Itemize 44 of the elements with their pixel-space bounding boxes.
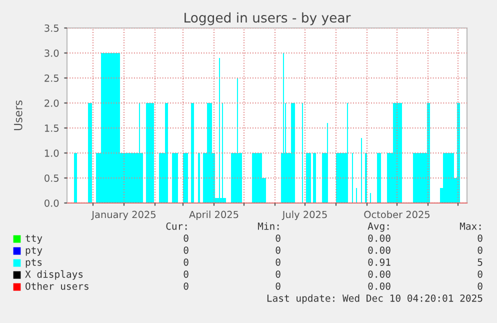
text: Max:: [460, 222, 481, 230]
y-tick-label: 2.0: [44, 99, 59, 107]
y-tick-label: 0.5: [44, 174, 59, 182]
text: Avg:: [368, 222, 389, 232]
y-tick-label: 2.5: [44, 74, 59, 82]
text: 0: [276, 234, 280, 242]
x-tick-label: July 2025: [282, 210, 327, 220]
text: 0: [276, 258, 280, 266]
chart-title: Logged in users - by year: [184, 12, 351, 26]
legend-label: pty: [26, 246, 42, 256]
text: 0.91: [368, 258, 390, 266]
x-tick-label: October 2025: [364, 210, 430, 218]
text: 0: [478, 282, 482, 290]
text: 0: [478, 246, 482, 254]
legend-label: tty: [26, 234, 42, 244]
text: 0.00: [368, 270, 390, 278]
legend-label: X displays: [25, 270, 83, 280]
y-tick-label: 0.0: [44, 199, 59, 207]
text: 0.00: [368, 246, 390, 254]
y-axis-title: Users: [14, 100, 22, 130]
x-tick-label: January 2025: [91, 210, 156, 220]
y-tick-label: 3.0: [44, 49, 59, 57]
y-tick-label: 1.5: [44, 124, 59, 132]
text: 0: [276, 282, 280, 290]
legend-label: Other users: [26, 282, 88, 290]
text: 0: [184, 258, 188, 266]
text: 0: [276, 270, 280, 278]
text: 0: [184, 270, 188, 278]
text: 0.00: [368, 282, 390, 290]
text: 0: [276, 246, 280, 254]
text: 0: [184, 234, 188, 242]
text: 0.00: [368, 234, 390, 242]
text: 0: [478, 234, 482, 242]
y-tick-label: 3.5: [44, 24, 59, 32]
text: Min:: [258, 222, 279, 230]
text: 0: [184, 282, 188, 290]
text: 0: [478, 270, 482, 278]
text: Cur:: [166, 222, 187, 230]
text: Last update: Wed Dec 10 04:20:01 2025: [267, 294, 482, 304]
text: 0: [184, 246, 188, 254]
legend-label: pts: [26, 258, 42, 268]
x-tick-label: April 2025: [189, 210, 238, 220]
text: 5: [478, 258, 482, 266]
y-tick-label: 1.0: [44, 149, 59, 157]
